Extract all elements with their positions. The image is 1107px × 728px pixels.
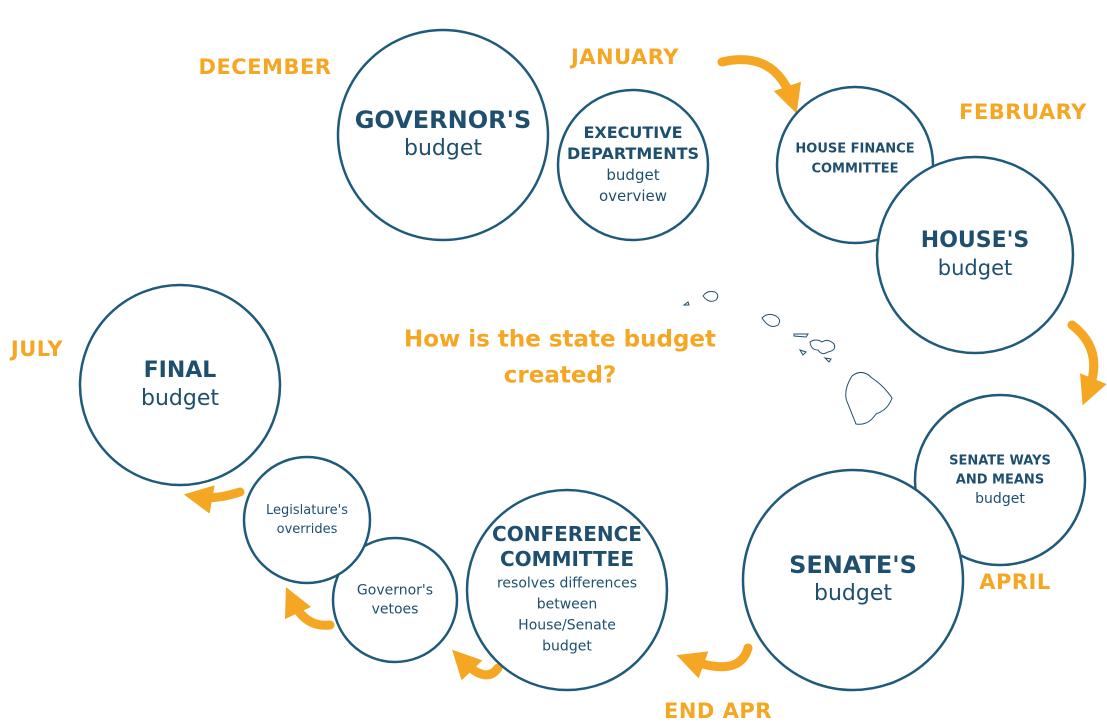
stage-text: budget	[975, 491, 1025, 507]
stage-heading: AND MEANS	[956, 473, 1044, 488]
stage-circle	[556, 88, 710, 242]
stage-heading: EXECUTIVE	[583, 123, 682, 142]
stage-heading: COMMITTEE	[500, 547, 634, 571]
stage-heading: FINAL	[144, 358, 217, 383]
hawaii-islands	[682, 291, 893, 425]
stage-text: budget	[141, 386, 219, 411]
stage-circle	[331, 536, 459, 664]
stage-circle	[242, 455, 372, 585]
month-label: APRIL	[979, 570, 1051, 594]
stage-text: budget	[542, 639, 592, 655]
stage: HOUSE'S budget	[875, 155, 1075, 355]
stage-circle	[741, 468, 965, 692]
month-label: FEBRUARY	[959, 100, 1087, 124]
stage-circle	[913, 393, 1087, 567]
stage-text: overview	[599, 187, 667, 205]
stage-text: budget	[938, 256, 1012, 280]
month-label: JULY	[9, 337, 63, 361]
stage: SENATE WAYS AND MEANS budget	[913, 393, 1087, 567]
stage-text: House/Senate	[518, 618, 616, 634]
stage-text: budget	[814, 581, 892, 606]
stage-heading: CONFERENCE	[492, 522, 642, 546]
stage-text: resolves differences	[497, 576, 637, 592]
month-label: JANUARY	[569, 45, 679, 69]
stage: Legislature's overrides	[242, 455, 372, 585]
stage-text: budget	[606, 166, 659, 184]
stage: FINAL budget	[78, 283, 282, 487]
stage-text: vetoes	[372, 602, 419, 618]
month-label: DECEMBER	[199, 55, 332, 79]
month-label: END APR	[664, 699, 772, 723]
stage-heading: SENATE'S	[789, 551, 917, 579]
title: created?	[504, 363, 617, 389]
stage-text: Governor's	[357, 583, 433, 599]
arrows	[183, 55, 1107, 681]
stage-circle	[336, 28, 550, 242]
stage-circle	[78, 283, 282, 487]
stage-heading: HOUSE FINANCE	[795, 142, 914, 157]
stage-text: between	[537, 597, 598, 613]
stage-heading: SENATE WAYS	[949, 454, 1051, 469]
stage-circle	[875, 155, 1075, 355]
stage-text: Legislature's	[266, 503, 348, 518]
stage-heading: COMMITTEE	[811, 162, 898, 177]
stage-text: budget	[404, 136, 482, 161]
stage: EXECUTIVE DEPARTMENTS budget overview	[556, 88, 710, 242]
stage-heading: HOUSE'S	[921, 228, 1029, 253]
stage: Governor's vetoes	[331, 536, 459, 664]
title: How is the state budget	[404, 327, 716, 353]
stage-heading: GOVERNOR'S	[355, 106, 532, 134]
stage-heading: DEPARTMENTS	[567, 144, 699, 163]
stage-circle	[465, 488, 669, 692]
stage-text: overrides	[277, 522, 338, 537]
